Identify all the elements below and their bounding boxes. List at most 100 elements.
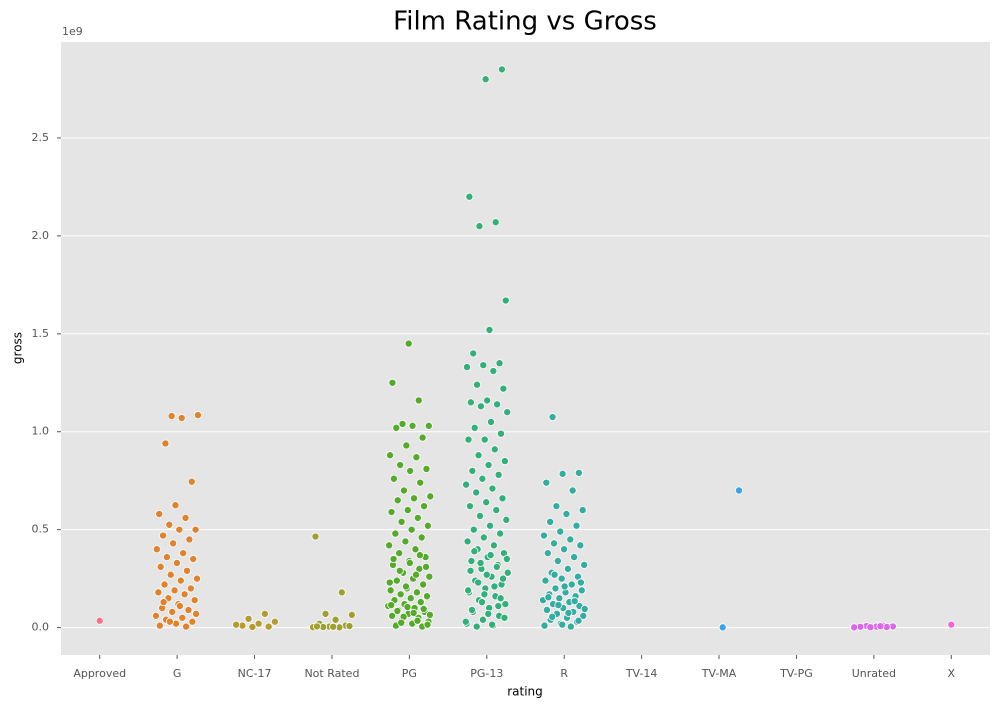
point [418,433,427,442]
point [563,564,572,573]
x-tick-label: TV-MA [701,667,737,680]
point [557,574,566,583]
point [464,435,473,444]
point [546,517,555,526]
point [403,506,412,515]
point [472,488,481,497]
point [467,556,476,565]
point [192,609,201,618]
point [490,445,499,454]
point [345,622,354,631]
x-tick-label: TV-14 [625,667,658,680]
point [548,413,557,422]
point [193,411,202,420]
point [468,466,477,475]
point [567,580,576,589]
point [389,474,398,483]
point [321,609,330,618]
point [180,590,189,599]
point [850,623,859,632]
point [406,594,415,603]
point [490,582,499,591]
y-tick-label: 1.5 [32,327,50,340]
point [399,486,408,495]
point [544,593,553,602]
point [498,494,507,503]
point [167,412,176,421]
point [499,574,508,583]
point [396,590,405,599]
point [423,521,432,530]
point [501,600,510,609]
point [392,423,401,432]
point [181,513,190,522]
point [560,582,569,591]
point [502,555,511,564]
point [540,621,549,630]
point [486,551,495,560]
point [476,558,485,567]
point [474,451,483,460]
point [403,603,412,612]
y-tick-label: 2.0 [32,229,50,242]
point [497,65,506,74]
x-tick-label: TV-PG [779,667,813,680]
point [497,429,506,438]
point [566,535,575,544]
point [156,562,165,571]
point [389,555,398,564]
point [480,435,489,444]
point [395,549,404,558]
point [552,502,561,511]
point [420,502,429,511]
point [494,470,503,479]
point [162,553,171,562]
point [312,622,321,631]
point [166,570,175,579]
point [311,532,320,541]
point [470,547,479,556]
point [406,466,415,475]
point [551,584,560,593]
point [416,478,425,487]
point [474,578,483,587]
point [580,604,589,613]
x-tick-label: NC-17 [238,667,272,680]
point [876,622,885,631]
point [177,414,186,423]
point [412,453,421,462]
point [543,549,552,558]
point [396,461,405,470]
x-tick-label: Approved [73,667,126,680]
point [398,419,407,428]
point [489,367,498,376]
point [500,613,509,622]
point [248,622,257,631]
point [558,620,567,629]
point [190,596,199,605]
point [475,511,484,520]
point [503,408,512,417]
point [718,623,727,632]
x-axis-label: rating [507,685,543,699]
point [866,623,875,632]
point [574,616,583,625]
point [478,615,487,624]
point [478,474,487,483]
point [414,396,423,405]
y-axis-label: gross [11,332,25,364]
point [168,607,177,616]
point [176,576,185,585]
point [484,609,493,618]
point [542,605,551,614]
point [159,598,168,607]
point [486,417,495,426]
point [187,477,196,486]
x-tick-label: X [948,667,956,680]
point [473,380,482,389]
point [553,556,562,565]
point [425,572,434,581]
point [578,506,587,515]
point [472,622,481,631]
